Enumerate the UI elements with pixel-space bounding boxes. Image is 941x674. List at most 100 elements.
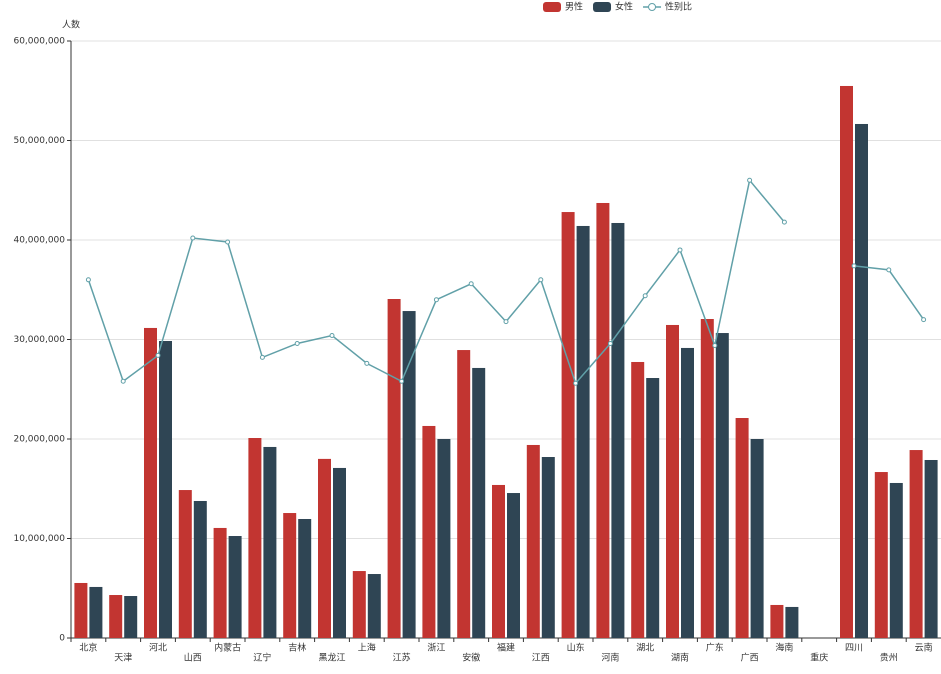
x-tick-label: 海南 (775, 642, 793, 654)
point (468, 281, 474, 287)
bar (472, 367, 486, 638)
bar (387, 299, 401, 638)
bar (681, 347, 694, 638)
point (712, 342, 718, 348)
x-tick-label: 湖北 (636, 643, 654, 654)
bar (178, 490, 192, 638)
bar (785, 606, 799, 638)
y-tick-label: 20,000,000 (13, 435, 65, 445)
x-tick-label: 内蒙古 (214, 642, 241, 654)
bar (715, 333, 729, 638)
point (781, 219, 787, 225)
bar (422, 425, 436, 638)
bar (283, 513, 297, 638)
x-tick-label: 辽宁 (253, 652, 271, 664)
bar (298, 518, 312, 638)
point (503, 319, 509, 325)
bar (666, 324, 679, 638)
point (573, 380, 579, 386)
point (259, 354, 265, 360)
bar (228, 536, 242, 638)
x-tick-label: 安徽 (462, 652, 480, 664)
bar (735, 418, 749, 638)
legend-swatch (543, 2, 561, 12)
point (886, 267, 892, 273)
bar (213, 527, 227, 638)
bar (89, 586, 103, 638)
bar (144, 327, 157, 638)
point (190, 235, 196, 241)
x-tick-label: 山西 (184, 653, 202, 664)
bar (109, 595, 123, 638)
y-tick-label: 30,000,000 (13, 335, 65, 345)
bar (526, 444, 540, 638)
bar (631, 361, 645, 638)
point (538, 277, 544, 283)
line (87, 178, 925, 385)
x-tick-label: 贵州 (880, 652, 898, 664)
bar (889, 482, 903, 638)
x-tick-label: 重庆 (810, 652, 828, 664)
point (120, 378, 126, 384)
point (677, 247, 683, 253)
bar (159, 340, 172, 638)
bar (193, 500, 207, 638)
legend-label: 男性 (565, 1, 583, 13)
bar (402, 311, 416, 638)
x-tick-label: 上海 (358, 642, 376, 654)
point (433, 297, 439, 303)
point (921, 317, 927, 323)
x-tick-label: 广西 (741, 652, 759, 664)
x-tick-label: 江西 (532, 653, 550, 664)
bar (541, 457, 555, 638)
y-tick-label: 40,000,000 (13, 236, 65, 246)
bar (924, 459, 938, 638)
point (294, 340, 300, 346)
y-tick-label: 50,000,000 (13, 136, 65, 146)
bar (248, 438, 262, 638)
x-tick-label: 河北 (149, 642, 167, 654)
point (364, 360, 370, 366)
bar (646, 378, 660, 638)
legend-swatch (593, 2, 612, 12)
point (225, 239, 231, 245)
bar (457, 350, 471, 638)
y-axis-label: 人数 (62, 19, 80, 31)
y-tick-label: 60,000,000 (13, 37, 65, 47)
bar (74, 582, 88, 638)
point (642, 293, 648, 299)
bar (367, 574, 381, 638)
bar (333, 467, 346, 638)
x-tick-label: 河南 (601, 652, 619, 664)
x-tick-label: 山东 (567, 642, 585, 654)
legend-swatch (648, 3, 657, 11)
bar (840, 85, 853, 638)
point (85, 277, 91, 283)
x-tick-label: 湖南 (671, 652, 689, 664)
bar (700, 319, 714, 638)
bar (437, 439, 451, 638)
x-tick-label: 浙江 (427, 642, 445, 654)
x-tick-label: 北京 (79, 642, 97, 654)
bar (561, 212, 575, 638)
point (155, 352, 161, 358)
point (399, 378, 405, 384)
bar (909, 450, 923, 638)
bar (874, 472, 888, 638)
bar (750, 439, 764, 638)
bar (318, 458, 331, 638)
bar (492, 484, 505, 638)
bar (124, 596, 138, 638)
x-tick-label: 天津 (114, 653, 132, 664)
legend-label: 性别比 (665, 1, 692, 13)
bar (611, 222, 625, 638)
y-tick-label: 10,000,000 (13, 534, 65, 544)
bar (507, 493, 520, 638)
bar (770, 604, 784, 638)
point (607, 340, 613, 346)
x-tick-label: 吉林 (288, 642, 306, 654)
point (329, 333, 335, 339)
x-tick-label: 广东 (706, 642, 724, 654)
bar (855, 123, 868, 638)
